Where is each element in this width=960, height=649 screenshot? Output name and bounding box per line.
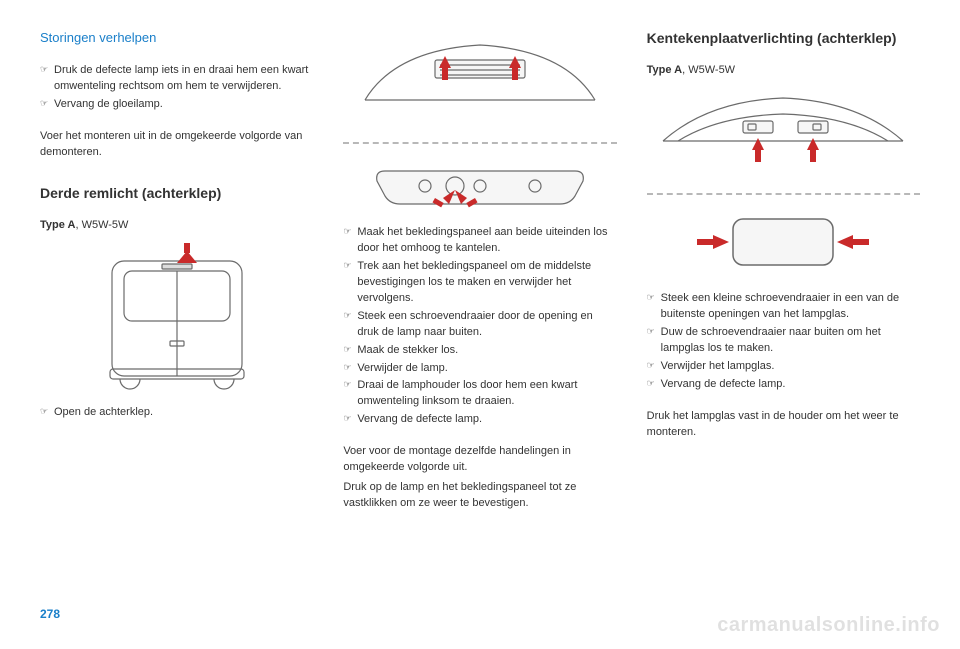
type-rest: , W5W-5W [75,219,128,231]
column-middle: Maak het bekledingspaneel aan beide uite… [343,30,616,526]
type-label: Type A, W5W-5W [40,219,313,231]
illustration-lamp-housing [343,156,616,211]
type-bold: Type A [647,64,682,76]
instruction-list: Open de achterklep. [40,405,313,423]
section-header: Storingen verhelpen [40,30,313,45]
type-bold: Type A [40,219,75,231]
instruction-item: Steek een kleine schroevendraaier in een… [647,291,920,323]
column-right: Kentekenplaatverlichting (achterklep) Ty… [647,30,920,526]
column-left: Storingen verhelpen Druk de defecte lamp… [40,30,313,526]
paragraph: Voer het monteren uit in de omgekeerde v… [40,129,313,161]
instruction-item: Druk de defecte lamp iets in en draai he… [40,63,313,95]
instruction-item: Open de achterklep. [40,405,313,421]
instruction-item: Verwijder de lamp. [343,361,616,377]
instruction-item: Vervang de defecte lamp. [647,377,920,393]
subsection-heading: Derde remlicht (achterklep) [40,185,313,201]
instruction-item: Trek aan het bekledingspaneel om de midd… [343,259,616,307]
instruction-item: Vervang de defecte lamp. [343,412,616,428]
illustration-license-plate-light [647,86,920,171]
instruction-list: Druk de defecte lamp iets in en draai he… [40,63,313,115]
page-number: 278 [40,607,60,621]
type-label: Type A, W5W-5W [647,64,920,76]
paragraph: Druk het lampglas vast in de houder om h… [647,409,920,441]
illustration-lens [647,207,920,277]
paragraph: Druk op de lamp en het bekledingspaneel … [343,480,616,512]
instruction-list: Maak het bekledingspaneel aan beide uite… [343,225,616,430]
instruction-item: Duw de schroevendraaier naar buiten om h… [647,325,920,357]
instruction-item: Verwijder het lampglas. [647,359,920,375]
divider-dashed [647,193,920,195]
instruction-item: Draai de lamphouder los door hem een kwa… [343,378,616,410]
instruction-item: Vervang de gloeilamp. [40,97,313,113]
instruction-list: Steek een kleine schroevendraaier in een… [647,291,920,395]
divider-dashed [343,142,616,144]
subsection-heading: Kentekenplaatverlichting (achterklep) [647,30,920,46]
watermark: carmanualsonline.info [717,614,940,637]
illustration-van-rear [40,241,313,391]
instruction-item: Maak de stekker los. [343,343,616,359]
paragraph: Voer voor de montage dezelfde handelinge… [343,444,616,476]
instruction-item: Maak het bekledingspaneel aan beide uite… [343,225,616,257]
instruction-item: Steek een schroevendraaier door de openi… [343,309,616,341]
type-rest: , W5W-5W [682,64,735,76]
illustration-trim-panel [343,30,616,120]
